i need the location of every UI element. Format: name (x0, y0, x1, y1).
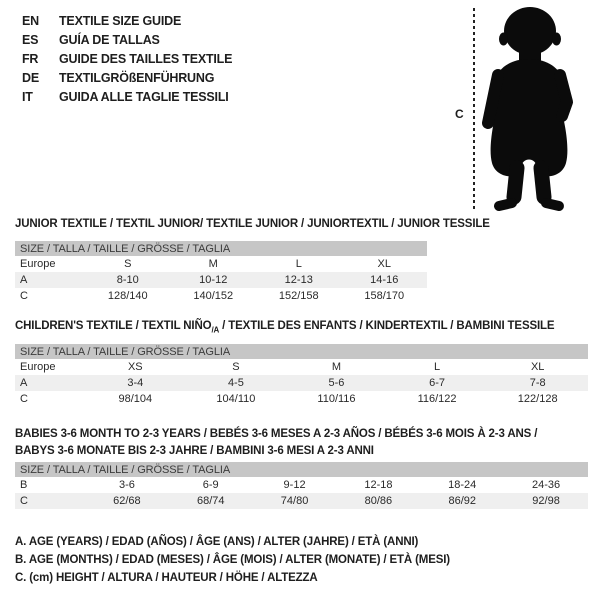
size-cell: XL (377, 258, 391, 270)
value-cell: 10-12 (170, 272, 256, 288)
size-header-band: SIZE / TALLA / TAILLE / GRÖSSE / TAGLIA (15, 462, 588, 477)
row-label: Europe (20, 258, 56, 270)
value-cell: 8-10 (85, 272, 171, 288)
table-row-age-months: B 3-6 6-9 9-12 12-18 18-24 24-36 (15, 477, 588, 493)
language-title: GUIDA ALLE TAGLIE TESSILI (59, 89, 229, 104)
value-cell: 74/80 (252, 493, 337, 509)
value-cell: 12-18 (364, 479, 393, 491)
size-cell: M (208, 258, 218, 270)
language-title: GUÍA DE TALLAS (59, 32, 160, 47)
size-cell: S (124, 258, 132, 270)
legend-line-c: C. (cm) HEIGHT / ALTURA / HAUTEUR / HÖHE… (15, 572, 318, 584)
measurement-legend: A. AGE (YEARS) / EDAD (AÑOS) / ÂGE (ANS)… (15, 536, 450, 590)
language-title-block: EN TEXTILE SIZE GUIDE ES GUÍA DE TALLAS … (22, 11, 232, 106)
language-row-es: ES GUÍA DE TALLAS (22, 30, 232, 49)
value-cell: 128/140 (107, 290, 148, 302)
table-row-height: C 62/68 68/74 74/80 80/86 86/92 92/98 (15, 493, 588, 509)
size-header-row: SIZE / TALLA / TAILLE / GRÖSSE / TAGLIA (15, 462, 588, 477)
language-code: DE (22, 70, 39, 85)
children-size-table: SIZE / TALLA / TAILLE / GRÖSSE / TAGLIA … (15, 344, 588, 407)
size-header-band: SIZE / TALLA / TAILLE / GRÖSSE / TAGLIA (15, 344, 588, 359)
value-cell: 158/170 (364, 290, 405, 302)
children-section-title: CHILDREN'S TEXTILE / TEXTIL NIÑO/A / TEX… (15, 318, 555, 338)
value-cell: 6-9 (202, 479, 219, 491)
value-cell: 62/68 (85, 493, 169, 509)
value-cell: 98/104 (118, 393, 153, 405)
size-cell: L (295, 258, 302, 270)
language-code: IT (22, 89, 33, 104)
babies-section-title: BABIES 3-6 MONTH TO 2-3 YEARS / BEBÉS 3-… (15, 426, 537, 460)
value-cell: 18-24 (448, 479, 477, 491)
table-row-height: C 98/104 104/110 110/116 116/122 122/128 (15, 391, 588, 407)
toddler-silhouette-icon (482, 7, 573, 211)
babies-title-line2: BABYS 3-6 MONATE BIS 2-3 JAHRE / BAMBINI… (15, 445, 374, 457)
value-cell: 24-36 (532, 479, 561, 491)
value-cell: 104/110 (216, 393, 256, 405)
size-cell: XL (530, 361, 545, 373)
value-cell: 7-8 (487, 375, 588, 391)
row-label: C (20, 290, 28, 302)
size-header-band: SIZE / TALLA / TAILLE / GRÖSSE / TAGLIA (15, 241, 427, 256)
value-cell: 80/86 (336, 493, 421, 509)
value-cell: 3-6 (118, 479, 135, 491)
value-cell: 86/92 (420, 493, 505, 509)
language-code: ES (22, 32, 39, 47)
children-title-text: / TEXTILE DES ENFANTS / KINDERTEXTIL / B… (219, 320, 555, 332)
value-cell: 140/152 (193, 290, 234, 302)
value-cell: 6-7 (386, 375, 488, 391)
row-label: C (20, 393, 28, 405)
children-title-subscript: /A (211, 325, 220, 335)
children-title-text: CHILDREN'S TEXTILE / TEXTIL NIÑO (15, 320, 212, 332)
value-cell: 3-4 (85, 375, 186, 391)
value-cell: 68/74 (168, 493, 253, 509)
value-cell: 152/158 (278, 290, 319, 302)
size-header-row: SIZE / TALLA / TAILLE / GRÖSSE / TAGLIA (15, 241, 427, 256)
value-cell: 12-13 (256, 272, 342, 288)
legend-line-b: B. AGE (MONTHS) / EDAD (MESES) / ÂGE (MO… (15, 554, 450, 566)
table-row-europe: Europe XS S M L XL (15, 359, 588, 375)
size-cell: XS (127, 361, 143, 373)
size-cell: S (232, 361, 240, 373)
size-header-row: SIZE / TALLA / TAILLE / GRÖSSE / TAGLIA (15, 344, 588, 359)
value-cell: 14-16 (341, 272, 427, 288)
table-row-height: C 128/140 140/152 152/158 158/170 (15, 288, 427, 304)
table-row-europe: Europe S M L XL (15, 256, 427, 272)
language-code: EN (22, 13, 39, 28)
value-cell: 116/122 (417, 393, 457, 405)
value-cell: 9-12 (283, 479, 306, 491)
legend-line-a: A. AGE (YEARS) / EDAD (AÑOS) / ÂGE (ANS)… (15, 536, 419, 548)
language-row-fr: FR GUIDE DES TAILLES TEXTILE (22, 49, 232, 68)
height-measure-label: C (455, 107, 464, 121)
row-label: C (15, 493, 85, 509)
babies-size-table: SIZE / TALLA / TAILLE / GRÖSSE / TAGLIA … (15, 462, 588, 509)
row-label: B (20, 479, 28, 491)
language-title: TEXTILGRÖßENFÜHRUNG (59, 70, 215, 85)
row-label: A (15, 375, 85, 391)
size-cell: M (331, 361, 342, 373)
value-cell: 5-6 (286, 375, 387, 391)
height-measure-dotted-line (473, 8, 475, 211)
value-cell: 110/116 (317, 393, 356, 405)
language-row-de: DE TEXTILGRÖßENFÜHRUNG (22, 68, 232, 87)
row-label: Europe (20, 361, 56, 373)
value-cell: 122/128 (517, 393, 558, 405)
value-cell: 92/98 (504, 493, 588, 509)
language-title: TEXTILE SIZE GUIDE (59, 13, 182, 28)
language-row-it: IT GUIDA ALLE TAGLIE TESSILI (22, 87, 232, 106)
value-cell: 4-5 (185, 375, 287, 391)
language-code: FR (22, 51, 39, 66)
language-row-en: EN TEXTILE SIZE GUIDE (22, 11, 232, 30)
table-row-age: A 3-4 4-5 5-6 6-7 7-8 (15, 375, 588, 391)
size-cell: L (434, 361, 441, 373)
babies-title-line1: BABIES 3-6 MONTH TO 2-3 YEARS / BEBÉS 3-… (15, 428, 538, 440)
junior-section-title: JUNIOR TEXTILE / TEXTIL JUNIOR/ TEXTILE … (15, 218, 490, 230)
junior-size-table: SIZE / TALLA / TAILLE / GRÖSSE / TAGLIA … (15, 241, 427, 304)
table-row-age: A 8-10 10-12 12-13 14-16 (15, 272, 427, 288)
language-title: GUIDE DES TAILLES TEXTILE (59, 51, 233, 66)
row-label: A (15, 272, 85, 288)
